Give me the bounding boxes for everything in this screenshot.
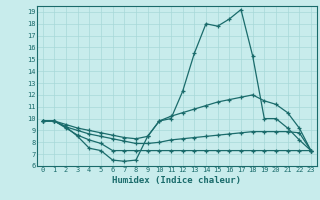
X-axis label: Humidex (Indice chaleur): Humidex (Indice chaleur)	[112, 176, 241, 185]
